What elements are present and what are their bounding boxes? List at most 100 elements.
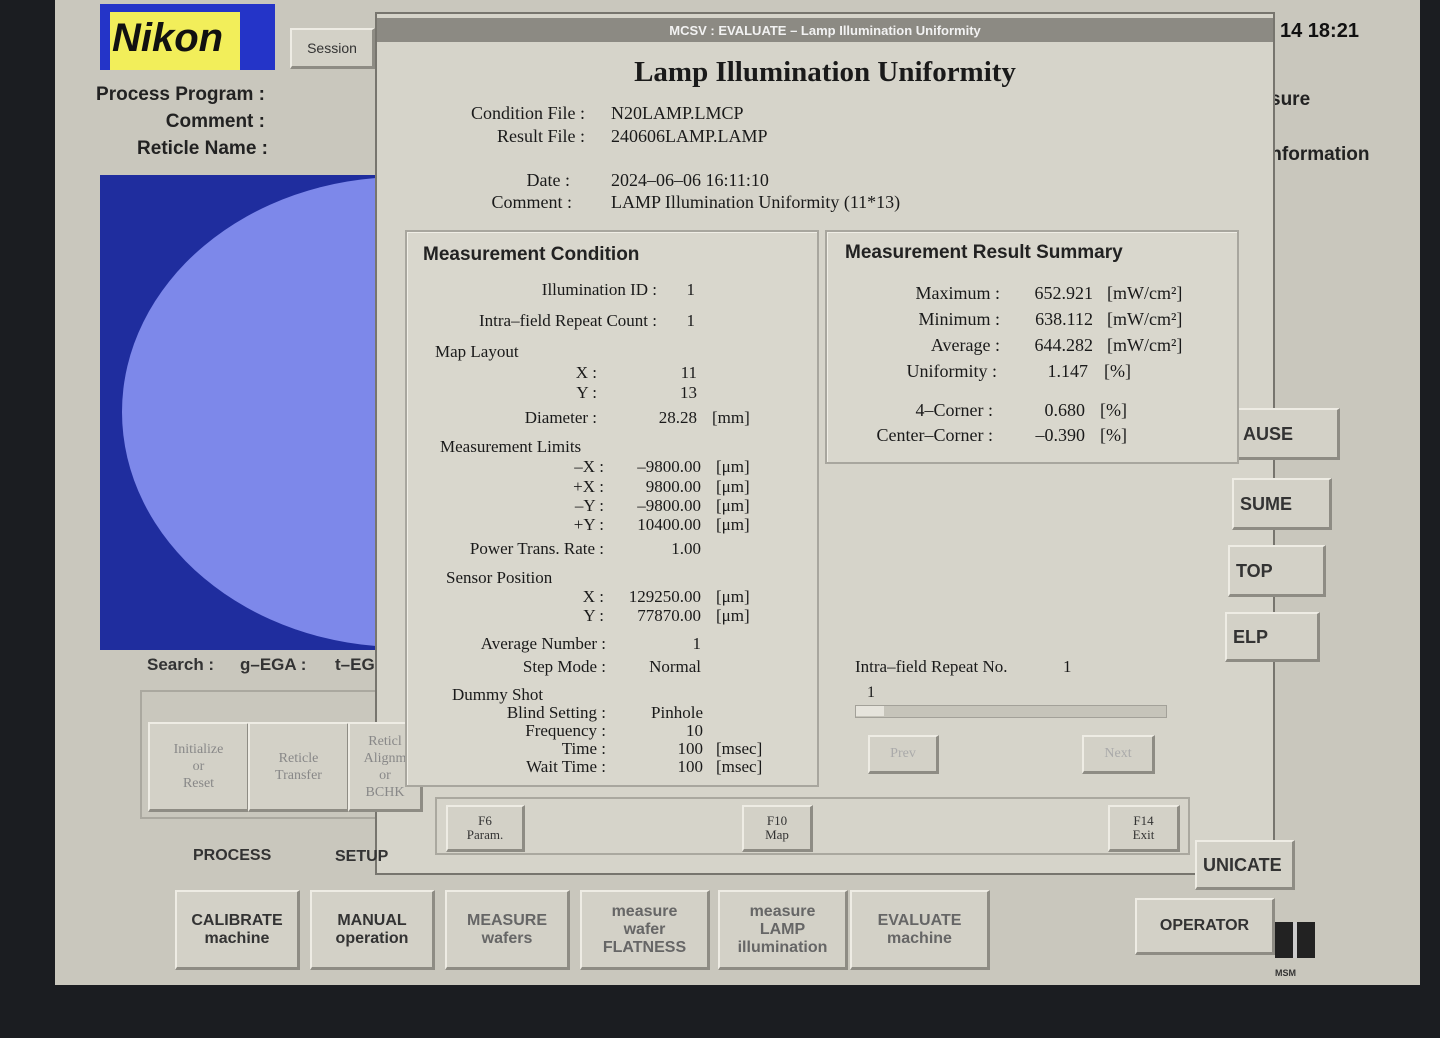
- function-button[interactable]: F14 Exit: [1108, 805, 1180, 852]
- header-label: Comment :: [491, 192, 573, 212]
- small-button[interactable]: Initialize or Reset: [148, 722, 250, 812]
- row-value: 0.680: [1044, 400, 1086, 420]
- repeat-value: 1: [1063, 657, 1072, 676]
- row-unit: [mW/cm²]: [1107, 335, 1183, 355]
- button-label: F6: [478, 813, 492, 828]
- row-value: 100: [677, 739, 704, 758]
- right-label: Information: [1265, 144, 1370, 165]
- row-value: 9800.00: [645, 477, 701, 496]
- bottom-button[interactable]: measure LAMP illumination: [718, 890, 848, 970]
- row-label: +Y :: [573, 515, 604, 534]
- button-label: UNICATE: [1203, 854, 1282, 875]
- side-button[interactable]: SUME: [1232, 478, 1332, 530]
- session-button[interactable]: Session: [290, 28, 375, 69]
- side-button[interactable]: UNICATE: [1195, 840, 1295, 890]
- button-label: AUSE: [1243, 423, 1294, 444]
- bottom-button[interactable]: EVALUATE machine: [850, 890, 990, 970]
- field-label: Process Program :: [96, 84, 265, 105]
- row-value: 1: [686, 311, 696, 330]
- wafer-map: [100, 175, 410, 650]
- row-unit: [mW/cm²]: [1107, 283, 1183, 303]
- title-bar: [377, 18, 1273, 42]
- side-button[interactable]: AUSE: [1235, 408, 1340, 460]
- repeat-label: Intra–field Repeat No.: [855, 657, 1008, 676]
- row-label: Time :: [561, 739, 606, 758]
- side-button[interactable]: ELP: [1225, 612, 1320, 662]
- button-label: TOP: [1236, 560, 1273, 581]
- header-label: Result File :: [496, 126, 585, 146]
- header-label: Condition File :: [470, 103, 585, 123]
- row-value: 1.147: [1047, 361, 1089, 381]
- row-value: 100: [677, 757, 704, 776]
- button-label: EVALUATE: [877, 911, 962, 929]
- row-unit: [%]: [1100, 400, 1127, 420]
- row-label: Power Trans. Rate :: [469, 539, 604, 558]
- button-label: illumination: [737, 938, 828, 956]
- bottom-button[interactable]: MANUAL operation: [310, 890, 435, 970]
- slider-value: 1: [867, 684, 875, 701]
- function-button[interactable]: F6 Param.: [446, 805, 525, 852]
- row-label: Diameter :: [524, 408, 597, 427]
- function-button[interactable]: F10 Map: [742, 805, 813, 852]
- row-unit: [msec]: [716, 739, 763, 758]
- msm-label: MSM: [1275, 968, 1296, 978]
- button-label: SUME: [1240, 493, 1293, 514]
- operator-button[interactable]: OPERATOR: [1135, 898, 1275, 955]
- logo: Nikon: [112, 16, 224, 60]
- button-label: MEASURE: [466, 911, 547, 929]
- row-label: Step Mode :: [522, 657, 606, 676]
- button-label: or: [192, 759, 205, 774]
- tab[interactable]: PROCESS: [193, 847, 272, 864]
- field-label: Reticle Name :: [137, 138, 268, 159]
- row-unit: [msec]: [716, 757, 763, 776]
- button-label: wafer: [623, 920, 666, 938]
- bottom-button[interactable]: MEASURE wafers: [445, 890, 570, 970]
- button-label: MANUAL: [337, 911, 407, 929]
- row-unit: [%]: [1104, 361, 1131, 381]
- button-label: machine: [204, 929, 270, 947]
- condition-panel: [405, 230, 819, 787]
- prev-button[interactable]: Prev: [868, 735, 939, 774]
- row-value: –0.390: [1035, 425, 1086, 445]
- row-value: 129250.00: [628, 587, 701, 606]
- button-label: machine: [887, 929, 952, 947]
- button-label: LAMP: [759, 920, 806, 938]
- next-button[interactable]: Next: [1082, 735, 1155, 774]
- header-value: N20LAMP.LMCP: [611, 103, 744, 123]
- slider-track: [855, 705, 1167, 718]
- search-label: Search :: [147, 655, 215, 674]
- row-label: Y :: [583, 606, 604, 625]
- tab[interactable]: SETUP: [335, 848, 389, 865]
- header-value: 240606LAMP.LAMP: [611, 126, 768, 146]
- small-button[interactable]: Reticle Transfer: [248, 722, 350, 812]
- panel-heading: Measurement Result Summary: [845, 242, 1123, 263]
- header-value: LAMP Illumination Uniformity (11*13): [611, 192, 901, 212]
- row-value: 77870.00: [637, 606, 701, 625]
- button-label: measure: [611, 902, 678, 920]
- row-label: Frequency :: [525, 721, 606, 740]
- row-value: –9800.00: [637, 496, 701, 515]
- row-label: Intra–field Repeat Count :: [479, 311, 657, 330]
- button-label: Reticle: [278, 750, 319, 766]
- row-unit: [%]: [1100, 425, 1127, 445]
- row-value: 11: [680, 363, 697, 382]
- bottom-button[interactable]: measure wafer FLATNESS: [580, 890, 710, 970]
- row-unit: [mW/cm²]: [1107, 309, 1183, 329]
- row-label: Wait Time :: [526, 757, 606, 776]
- bottom-button[interactable]: CALIBRATE machine: [175, 890, 300, 970]
- row-unit: [μm]: [716, 515, 750, 534]
- button-label: Map: [765, 827, 789, 842]
- button-label: ELP: [1233, 626, 1269, 647]
- row-label: Average :: [930, 335, 1000, 355]
- section-label: Measurement Limits: [440, 437, 582, 456]
- button-label: FLATNESS: [602, 938, 687, 956]
- footer-bar: [435, 797, 1190, 855]
- slider-thumb: [856, 706, 884, 716]
- row-unit: [μm]: [716, 496, 750, 515]
- row-value: 10400.00: [637, 515, 701, 534]
- row-label: Maximum :: [915, 283, 1001, 303]
- row-value: Pinhole: [651, 703, 703, 722]
- row-label: Blind Setting :: [506, 703, 606, 722]
- side-button[interactable]: TOP: [1228, 545, 1326, 597]
